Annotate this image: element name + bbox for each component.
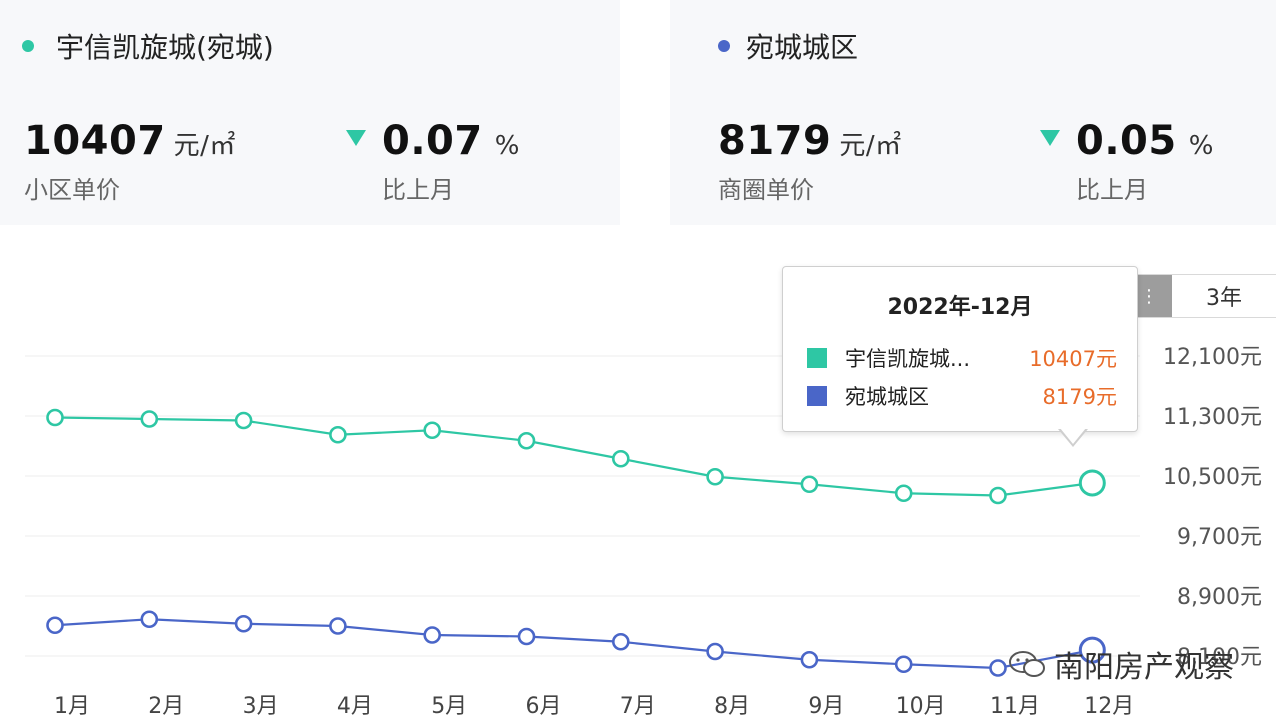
- data-point[interactable]: [989, 659, 1007, 677]
- x-tick-label: 9月: [808, 694, 844, 719]
- range-tabs: ⋮ 3年: [1125, 274, 1276, 318]
- district-name: 宛城城区: [746, 31, 859, 64]
- change-unit: %: [494, 131, 520, 161]
- y-tick-label: 9,700元: [1177, 525, 1262, 550]
- data-point[interactable]: [517, 627, 536, 646]
- card-title: 宛城城区: [718, 26, 858, 66]
- change-value: 0.05: [1076, 118, 1177, 164]
- y-tick-label: 11,300元: [1163, 405, 1262, 430]
- community-price: 10407 元/㎡: [24, 118, 236, 164]
- data-point[interactable]: [329, 617, 347, 635]
- data-point[interactable]: [706, 642, 724, 661]
- x-tick-label: 4月: [337, 694, 373, 719]
- legend-swatch-icon: [807, 348, 827, 368]
- y-tick-label: 10,500元: [1163, 465, 1262, 490]
- stat-card-district: 宛城城区 8179 元/㎡ 商圈单价 0.05% 比上月: [670, 0, 1276, 225]
- data-point[interactable]: [800, 650, 819, 669]
- price-label: 小区单价: [24, 176, 120, 204]
- tooltip-series-name: 宇信凯旋城...: [845, 347, 971, 371]
- y-tick-label: 12,100元: [1163, 345, 1262, 370]
- change-unit: %: [1188, 131, 1214, 161]
- data-point[interactable]: [894, 484, 913, 503]
- series-line: [54, 416, 1093, 497]
- price-label: 商圈单价: [718, 176, 814, 204]
- price-unit: 元/㎡: [173, 131, 236, 161]
- data-point[interactable]: [1078, 636, 1106, 664]
- x-tick-label: 6月: [526, 694, 562, 719]
- data-point[interactable]: [234, 411, 253, 430]
- data-point[interactable]: [140, 610, 159, 629]
- data-point[interactable]: [46, 616, 64, 635]
- x-tick-label: 5月: [431, 694, 467, 719]
- price-value: 10407: [24, 118, 166, 164]
- x-tick-label: 1月: [54, 694, 90, 719]
- change-value: 0.07: [382, 118, 483, 164]
- data-point[interactable]: [894, 655, 913, 674]
- data-point[interactable]: [611, 632, 630, 651]
- price-unit: 元/㎡: [839, 131, 902, 161]
- tab-3-years[interactable]: 3年: [1172, 275, 1276, 317]
- data-point[interactable]: [46, 408, 64, 427]
- tooltip-series-value: 10407元: [1029, 347, 1117, 371]
- change-label: 比上月: [382, 176, 454, 204]
- y-tick-label: 8,100元: [1177, 645, 1262, 670]
- x-tick-label: 3月: [243, 694, 279, 719]
- data-point[interactable]: [989, 486, 1007, 505]
- tooltip-title: 2022年-12月: [887, 295, 1033, 320]
- y-tick-label: 8,900元: [1177, 585, 1262, 610]
- x-tick-label: 10月: [896, 694, 946, 719]
- down-arrow-icon: [346, 130, 366, 146]
- community-change: 0.07%: [382, 118, 520, 164]
- watermark-text: 南阳房产观察: [1054, 650, 1234, 685]
- legend-dot-icon: [22, 40, 34, 52]
- watermark: 南阳房产观察: [1008, 642, 1234, 686]
- card-title: 宇信凯旋城(宛城): [22, 26, 274, 66]
- district-price: 8179 元/㎡: [718, 118, 902, 164]
- data-point[interactable]: [800, 475, 819, 494]
- data-point[interactable]: [517, 431, 536, 450]
- price-value: 8179: [718, 118, 832, 164]
- data-point[interactable]: [611, 449, 630, 468]
- chart-tooltip: 2022年-12月 宇信凯旋城... 10407元 宛城城区 8179元: [782, 266, 1138, 432]
- down-arrow-icon: [1040, 130, 1060, 146]
- change-label: 比上月: [1076, 176, 1148, 204]
- data-point[interactable]: [1078, 469, 1106, 497]
- tooltip-row: 宇信凯旋城... 10407元: [807, 345, 1117, 371]
- x-tick-label: 2月: [148, 694, 184, 719]
- data-point[interactable]: [140, 410, 159, 428]
- data-point[interactable]: [423, 421, 442, 440]
- legend-dot-icon: [718, 40, 730, 52]
- wechat-icon: [1009, 651, 1045, 677]
- x-tick-label: 12月: [1084, 694, 1134, 719]
- data-point[interactable]: [234, 614, 253, 633]
- x-tick-label: 8月: [714, 694, 750, 719]
- data-point[interactable]: [329, 425, 347, 444]
- community-name: 宇信凯旋城(宛城): [56, 31, 274, 64]
- tooltip-series-name: 宛城城区: [845, 385, 929, 409]
- data-point[interactable]: [423, 626, 442, 644]
- x-tick-label: 7月: [620, 694, 656, 719]
- data-point[interactable]: [706, 467, 724, 486]
- x-tick-label: 11月: [990, 694, 1040, 719]
- tooltip-pointer-fill: [1060, 428, 1086, 444]
- district-change: 0.05%: [1076, 118, 1214, 164]
- series-line: [54, 618, 1093, 670]
- stat-card-community: 宇信凯旋城(宛城) 10407 元/㎡ 小区单价 0.07% 比上月: [0, 0, 620, 225]
- tooltip-row: 宛城城区 8179元: [807, 383, 1117, 409]
- tooltip-series-value: 8179元: [1042, 385, 1117, 409]
- legend-swatch-icon: [807, 386, 827, 406]
